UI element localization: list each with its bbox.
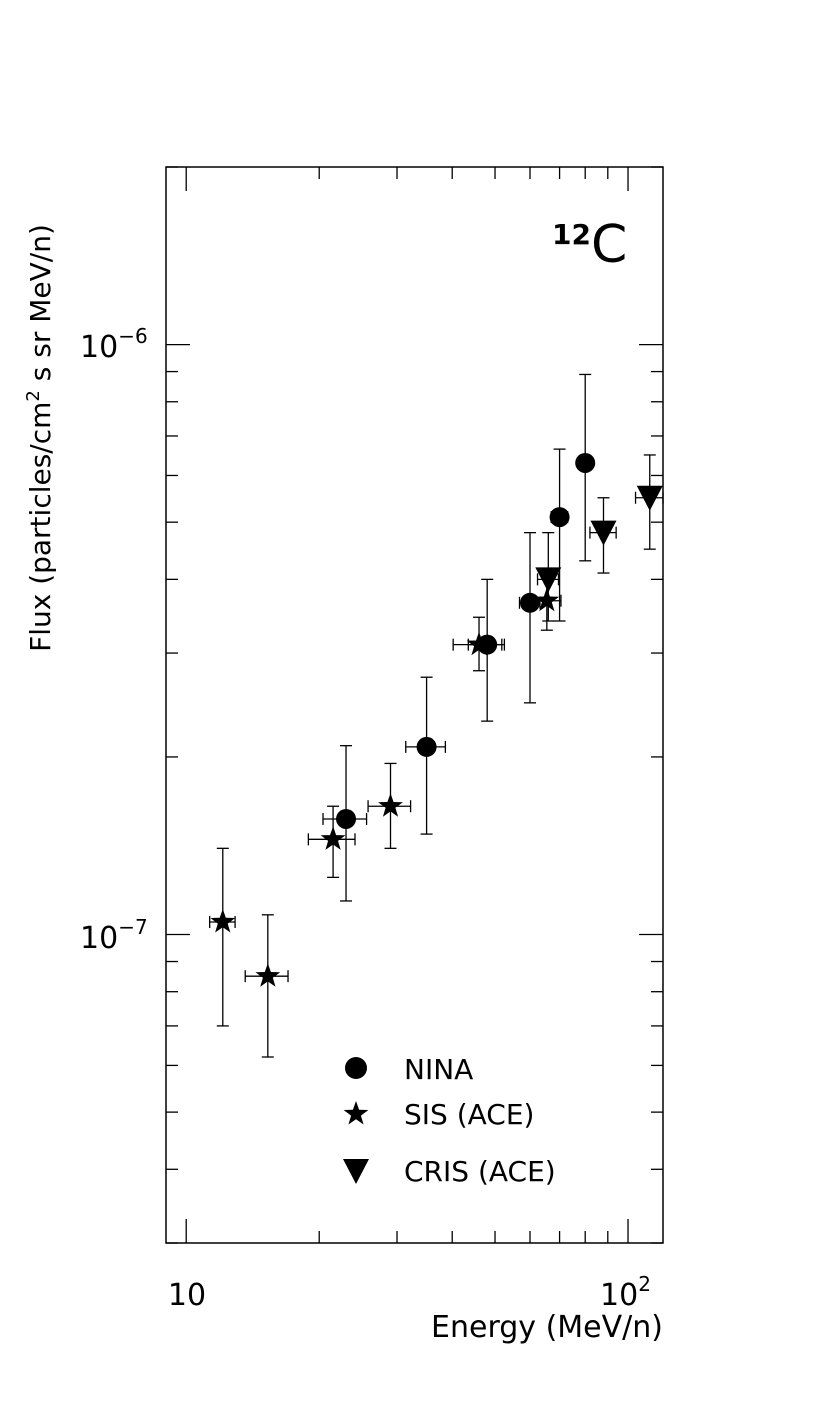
legend-star-marker (343, 1101, 369, 1125)
cris-data-point (535, 567, 562, 593)
cris-data-point (636, 485, 663, 511)
y-tick-label-1e-6: 10−6 (80, 324, 148, 365)
y-tick-label-base: 10 (80, 330, 118, 365)
x-tick-label-base: 10 (168, 1278, 206, 1313)
cris-data-point (590, 520, 617, 546)
legend-label-cris: CRIS (ACE) (404, 1155, 556, 1188)
sis-data-point (378, 793, 403, 817)
legend-triangle-marker (343, 1159, 369, 1184)
nina-data-point (336, 808, 357, 829)
legend: NINA SIS (ACE) CRIS (ACE) (343, 1053, 556, 1188)
error-bars (209, 373, 664, 1058)
x-tick-label-100: 102 (600, 1272, 651, 1313)
nina-data-point (549, 507, 570, 528)
legend-label-sis: SIS (ACE) (404, 1098, 534, 1131)
y-axis-label: Flux (particles/cm2 s sr MeV/n) (23, 224, 57, 652)
axis-ticks (166, 166, 663, 1244)
nina-data-point (416, 736, 437, 757)
svg-text:10−7: 10−7 (80, 915, 148, 956)
sis-data-point (255, 963, 281, 987)
legend-circle-marker (345, 1057, 367, 1079)
data-markers (210, 452, 663, 987)
nina-data-point (575, 452, 596, 473)
svg-text:10: 10 (168, 1278, 206, 1313)
isotope-symbol: C (591, 215, 627, 275)
svg-text:10−6: 10−6 (80, 324, 148, 365)
legend-item-sis: SIS (ACE) (343, 1098, 534, 1131)
legend-item-cris: CRIS (ACE) (343, 1155, 556, 1188)
plot-frame (165, 166, 664, 1244)
y-tick-label-exp: −7 (118, 915, 147, 939)
nina-data-point (520, 592, 541, 613)
isotope-mass-number: 12 (552, 218, 591, 251)
legend-label-nina: NINA (404, 1053, 473, 1086)
x-axis-label: Energy (MeV/n) (431, 1310, 663, 1345)
y-axis-label-part2: s sr MeV/n) (24, 224, 57, 390)
isotope-annotation: 12C (552, 215, 627, 275)
y-tick-label-base: 10 (80, 921, 118, 956)
x-tick-label-10: 10 (168, 1278, 206, 1313)
x-tick-label-base: 10 (600, 1278, 638, 1313)
legend-item-nina: NINA (345, 1053, 473, 1086)
y-tick-label-1e-7: 10−7 (80, 915, 148, 956)
y-tick-label-exp: −6 (118, 324, 147, 348)
y-axis-label-sup: 2 (23, 390, 44, 401)
x-tick-label-exp: 2 (638, 1272, 651, 1296)
svg-text:102: 102 (600, 1272, 651, 1313)
y-axis-label-part1: Flux (particles/cm (24, 402, 57, 652)
sis-data-point (210, 909, 236, 933)
sis-data-point (466, 631, 492, 656)
sis-data-point (320, 826, 346, 850)
sis-data-point (534, 587, 560, 612)
